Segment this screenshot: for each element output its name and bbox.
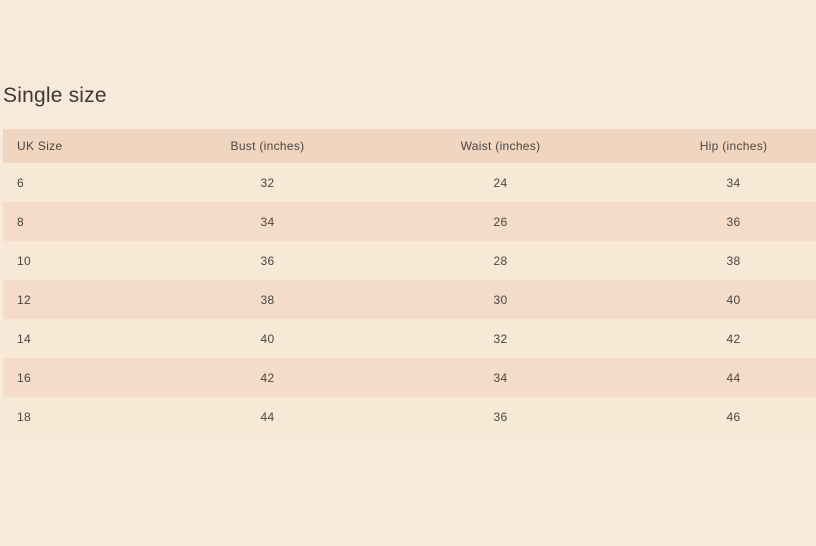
table-cell: 36 [384,397,617,436]
table-cell: 46 [617,397,816,436]
table-row: 18 44 36 46 [3,397,816,436]
table-cell: 34 [617,163,816,202]
column-header-waist: Waist (inches) [384,129,617,163]
table-header-row: UK Size Bust (inches) Waist (inches) Hip… [3,129,816,163]
table-cell: 10 [3,241,151,280]
page-title: Single size [3,84,107,107]
table-cell: 38 [151,280,384,319]
table-cell: 38 [617,241,816,280]
size-chart-table: UK Size Bust (inches) Waist (inches) Hip… [3,129,816,436]
table-cell: 32 [151,163,384,202]
table-cell: 34 [151,202,384,241]
table-row: 16 42 34 44 [3,358,816,397]
column-header-hip: Hip (inches) [617,129,816,163]
table-cell: 30 [384,280,617,319]
table-cell: 16 [3,358,151,397]
table-cell: 28 [384,241,617,280]
table-cell: 6 [3,163,151,202]
table-cell: 44 [151,397,384,436]
table-cell: 8 [3,202,151,241]
table-cell: 14 [3,319,151,358]
column-header-bust: Bust (inches) [151,129,384,163]
table-row: 10 36 28 38 [3,241,816,280]
column-header-uk-size: UK Size [3,129,151,163]
table-cell: 34 [384,358,617,397]
table-row: 14 40 32 42 [3,319,816,358]
table-row: 6 32 24 34 [3,163,816,202]
table-cell: 44 [617,358,816,397]
table-cell: 40 [617,280,816,319]
table-cell: 42 [617,319,816,358]
table-cell: 26 [384,202,617,241]
table-row: 12 38 30 40 [3,280,816,319]
table-cell: 40 [151,319,384,358]
table-cell: 36 [151,241,384,280]
table-cell: 12 [3,280,151,319]
table-cell: 18 [3,397,151,436]
table-cell: 32 [384,319,617,358]
table-cell: 42 [151,358,384,397]
table-cell: 36 [617,202,816,241]
table-cell: 24 [384,163,617,202]
table-row: 8 34 26 36 [3,202,816,241]
